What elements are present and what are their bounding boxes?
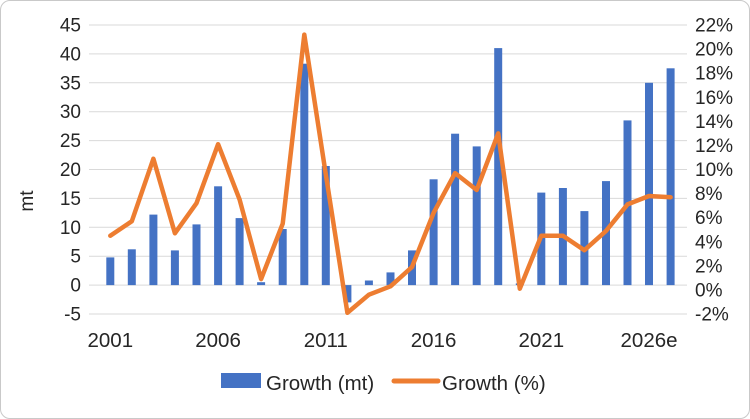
bar-2011 <box>321 166 330 286</box>
right-axis-tick-label: 8% <box>695 184 723 205</box>
right-axis-tick-label: 14% <box>695 112 733 133</box>
left-axis-tick-label: 40 <box>60 44 81 65</box>
bar-2010 <box>300 63 309 286</box>
x-axis-tick-label: 2001 <box>87 329 133 352</box>
left-axis-tick-label: -5 <box>64 305 81 326</box>
left-axis-tick-label: 35 <box>60 73 81 94</box>
bar-2004 <box>170 250 179 286</box>
right-axis-tick-label: 20% <box>695 40 733 61</box>
bar-2003 <box>149 214 158 286</box>
right-axis-tick-label: 0% <box>695 280 723 301</box>
bar-2017 <box>451 133 460 286</box>
bar-2026 <box>645 82 653 286</box>
right-axis-tick-label: -2% <box>695 305 729 326</box>
right-axis-tick-label: 18% <box>695 64 733 85</box>
x-axis-tick-label: 2021 <box>518 329 564 352</box>
left-axis-tick-label: 5 <box>70 247 81 268</box>
left-axis-title: mt <box>17 190 38 212</box>
bar-2002 <box>127 249 136 286</box>
bar-2009 <box>278 229 287 286</box>
bar-2018 <box>472 146 481 286</box>
bar-2016 <box>429 179 438 286</box>
right-axis-tick-label: 4% <box>695 232 723 253</box>
bar-2005 <box>192 224 201 286</box>
right-axis-tick-label: 22% <box>695 16 733 37</box>
bar-2019 <box>494 48 503 286</box>
bar-2008 <box>257 282 266 286</box>
bar-2014 <box>386 272 395 286</box>
left-axis-tick-label: 25 <box>60 131 81 152</box>
legend-label-growth-mt: Growth (mt) <box>266 372 374 395</box>
bar-2012 <box>343 285 352 303</box>
bar-2007 <box>235 218 244 286</box>
left-axis-tick-label: 30 <box>60 102 81 123</box>
right-axis-tick-label: 10% <box>695 160 733 181</box>
right-axis-tick-label: 2% <box>695 256 723 277</box>
bar-2001 <box>106 257 115 286</box>
bar-2027 <box>666 68 675 286</box>
bar-2013 <box>364 280 373 286</box>
bar-2006 <box>214 186 223 286</box>
right-axis-tick-label: 16% <box>695 88 733 109</box>
left-axis-tick-label: 0 <box>70 276 81 297</box>
legend-bar-swatch <box>221 373 261 388</box>
left-axis-tick-label: 20 <box>60 160 81 181</box>
left-axis-tick-label: 10 <box>60 218 81 239</box>
right-axis-tick-label: 12% <box>695 136 733 157</box>
growth-pct-line <box>108 32 673 316</box>
x-axis-tick-label: 2026e <box>621 329 678 352</box>
x-axis-tick-label: 2011 <box>304 329 348 352</box>
left-axis-tick-label: 15 <box>60 189 81 210</box>
x-axis-tick-label: 2006 <box>195 329 241 352</box>
legend-label-growth-pct: Growth (%) <box>442 372 546 395</box>
right-axis-tick-label: 6% <box>695 208 723 229</box>
x-axis-tick-label: 2016 <box>411 329 457 352</box>
left-axis-tick-label: 45 <box>60 16 81 37</box>
